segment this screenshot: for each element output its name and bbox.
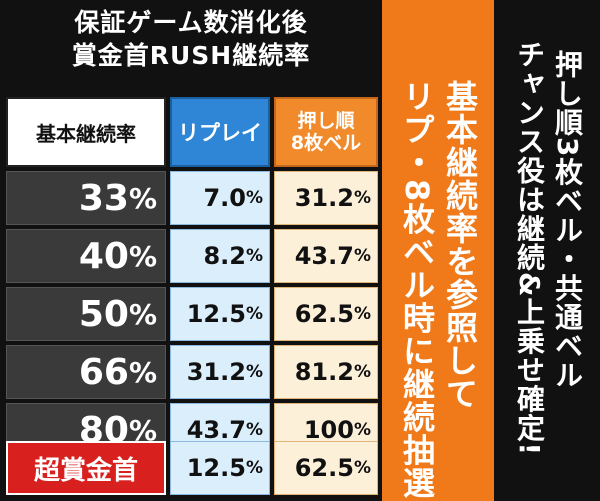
table-title: 保証ゲーム数消化後 賞金首RUSH継続率	[0, 6, 382, 72]
percent-sign: %	[128, 355, 157, 389]
percent-sign: %	[128, 297, 157, 331]
black-note-panel	[494, 0, 600, 501]
special-row-bell: 62.5%	[274, 441, 378, 495]
percent-sign: %	[245, 362, 263, 382]
row-4-base-rate: 66%	[6, 345, 166, 399]
row-3-replay-value: 12.5	[186, 300, 246, 328]
percent-sign: %	[353, 188, 371, 208]
header-base-rate: 基本継続率	[6, 97, 166, 167]
percent-sign: %	[245, 188, 263, 208]
black-note-line-2: チャンス役は継続&上乗せ確定!	[513, 40, 546, 457]
row-4-replay-value: 31.2	[186, 358, 246, 386]
title-line-1: 保証ゲーム数消化後	[74, 8, 308, 37]
orange-note-line-1: 基本継続率を参照して	[441, 80, 479, 410]
row-4-base-value: 66	[78, 351, 129, 393]
row-1-bell: 31.2%	[274, 171, 378, 225]
percent-sign: %	[245, 246, 263, 266]
percent-sign: %	[245, 458, 263, 478]
row-2-bell: 43.7%	[274, 229, 378, 283]
row-1-base-rate: 33%	[6, 171, 166, 225]
row-5-replay-value: 43.7	[186, 416, 246, 444]
special-replay-value: 12.5	[186, 454, 246, 482]
row-2-replay: 8.2%	[170, 229, 270, 283]
row-3-base-rate: 50%	[6, 287, 166, 341]
percent-sign: %	[245, 420, 263, 440]
row-1-base-value: 33	[78, 177, 129, 219]
row-3-bell-value: 62.5	[294, 300, 354, 328]
row-3-base-value: 50	[78, 293, 129, 335]
percent-sign: %	[128, 181, 157, 215]
special-row-replay: 12.5%	[170, 441, 270, 495]
orange-note-panel	[382, 0, 494, 501]
row-2-base-rate: 40%	[6, 229, 166, 283]
percent-sign: %	[353, 420, 371, 440]
special-row-label: 超賞金首	[6, 441, 166, 495]
black-note-line-1: 押し順3枚ベル・共通ベル	[551, 50, 584, 390]
percent-sign: %	[353, 246, 371, 266]
row-4-bell-value: 81.2	[294, 358, 354, 386]
orange-note-line-2: リプ・8枚ベル時に継続抽選	[398, 80, 436, 500]
row-2-base-value: 40	[78, 235, 129, 277]
title-line-2: 賞金首RUSH継続率	[71, 41, 311, 70]
row-2-bell-value: 43.7	[294, 242, 354, 270]
percent-sign: %	[245, 304, 263, 324]
row-3-bell: 62.5%	[274, 287, 378, 341]
row-1-replay: 7.0%	[170, 171, 270, 225]
row-5-bell-value: 100	[303, 416, 354, 444]
percent-sign: %	[353, 458, 371, 478]
continuation-rate-table: 保証ゲーム数消化後 賞金首RUSH継続率 基本継続率 リプレイ 押し順 8枚ベル…	[0, 0, 382, 501]
header-bell-line-2: 8枚ベル	[290, 132, 362, 154]
percent-sign: %	[128, 239, 157, 273]
row-3-replay: 12.5%	[170, 287, 270, 341]
row-1-bell-value: 31.2	[294, 184, 354, 212]
row-4-bell: 81.2%	[274, 345, 378, 399]
special-bell-value: 62.5	[294, 454, 354, 482]
header-replay: リプレイ	[170, 97, 270, 167]
row-1-replay-value: 7.0	[203, 184, 246, 212]
percent-sign: %	[353, 304, 371, 324]
header-bell-line-1: 押し順	[297, 110, 355, 132]
percent-sign: %	[353, 362, 371, 382]
header-8-bell: 押し順 8枚ベル	[274, 97, 378, 167]
row-4-replay: 31.2%	[170, 345, 270, 399]
row-2-replay-value: 8.2	[203, 242, 246, 270]
